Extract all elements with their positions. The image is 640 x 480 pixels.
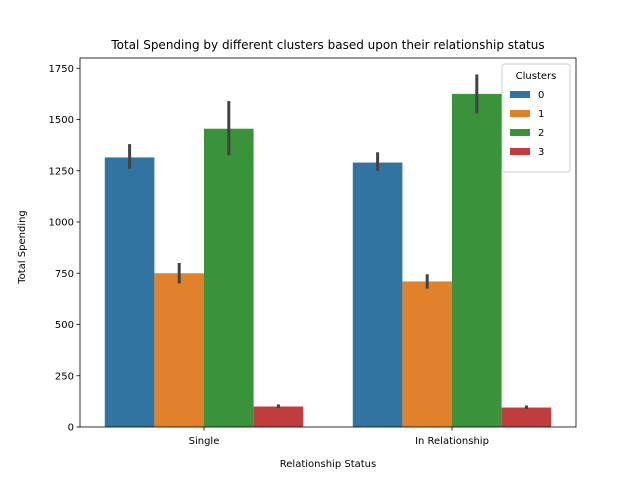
y-tick-label: 500: [55, 320, 74, 331]
bar-single-cluster-2: [204, 128, 254, 427]
x-tick-label: Single: [189, 436, 220, 447]
y-tick-label: 1750: [49, 64, 74, 75]
chart-title: Total Spending by different clusters bas…: [110, 38, 544, 52]
x-axis: Single In Relationship: [189, 427, 489, 447]
y-tick-label: 1250: [49, 166, 74, 177]
plot-area: [79, 57, 577, 428]
bar-in-relationship-cluster-2: [452, 93, 502, 427]
plot-frame: [79, 57, 577, 428]
legend-label-cluster-2: 2: [538, 128, 544, 139]
y-tick-label: 1500: [49, 115, 74, 126]
x-tick-label: In Relationship: [415, 436, 489, 447]
y-tick-label: 750: [55, 269, 74, 280]
legend-swatch-cluster-3: [510, 148, 530, 155]
y-tick-label: 0: [68, 423, 74, 434]
bar-single-cluster-1: [154, 273, 204, 427]
bar-in-relationship-cluster-0: [352, 162, 403, 428]
legend-title: Clusters: [516, 71, 557, 82]
legend-label-cluster-3: 3: [538, 147, 544, 158]
legend: Clusters 0 1 2 3: [501, 63, 571, 173]
y-axis-title: Total Spending: [17, 210, 28, 285]
legend-swatch-cluster-1: [510, 110, 530, 117]
legend-swatch-cluster-0: [510, 91, 530, 98]
legend-swatch-cluster-2: [510, 129, 530, 136]
legend-label-cluster-0: 0: [538, 90, 544, 101]
bar-in-relationship-cluster-1: [402, 281, 452, 427]
bar-in-relationship-cluster-3: [501, 407, 552, 427]
legend-label-cluster-1: 1: [538, 109, 544, 120]
bar-single-cluster-3: [253, 406, 304, 427]
y-axis: 0 250 500 750 1000 1250 1500 1750: [49, 64, 80, 434]
y-tick-label: 1000: [49, 218, 74, 229]
x-axis-title: Relationship Status: [280, 459, 376, 470]
bar-single-cluster-0: [104, 157, 155, 428]
y-tick-label: 250: [55, 371, 74, 382]
